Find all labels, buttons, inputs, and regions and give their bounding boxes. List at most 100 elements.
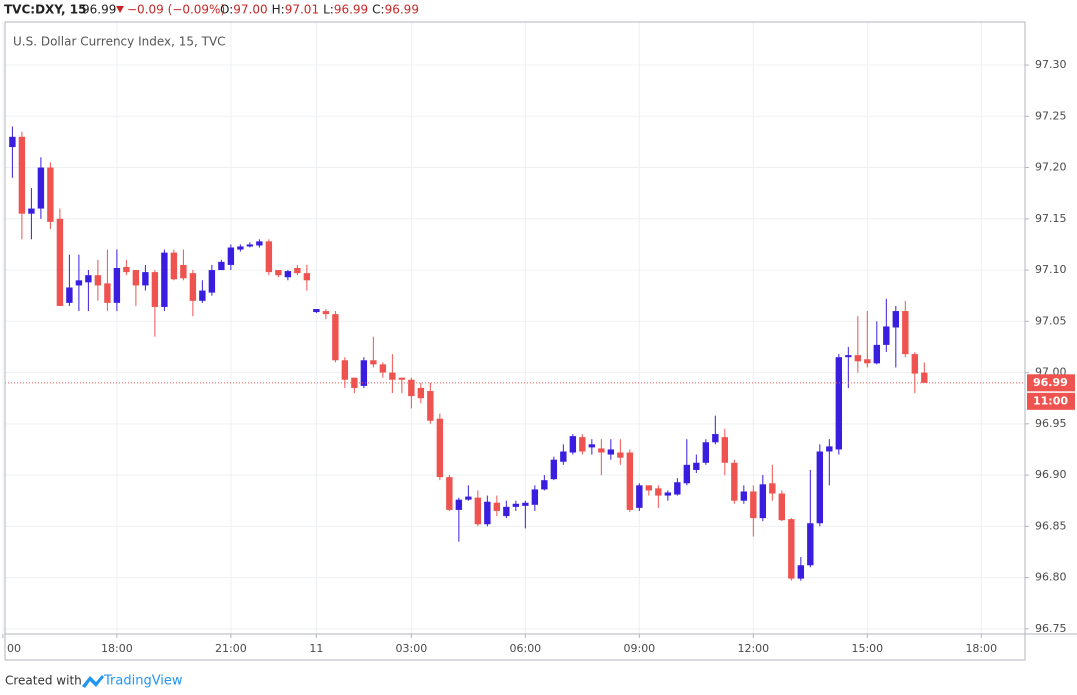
candle-body: [436, 418, 444, 478]
candle-body: [788, 519, 795, 579]
candle-body: [617, 452, 624, 458]
candle-body: [360, 360, 368, 386]
candle-body: [303, 273, 311, 281]
x-tick-label: 06:00: [509, 642, 541, 655]
candle-body: [579, 437, 586, 452]
down-arrow: [116, 6, 124, 13]
candle-body: [493, 502, 501, 511]
candle-body: [246, 244, 254, 247]
candle-body: [189, 273, 197, 301]
x-tick-label: 09:00: [623, 642, 655, 655]
y-tick-label: 96.75: [1035, 622, 1067, 635]
y-tick-label: 96.85: [1035, 519, 1067, 532]
axis-labels: 96.7596.8096.8596.9096.9597.0097.0597.10…: [2, 58, 1075, 655]
candle-body: [702, 442, 710, 463]
candle-body: [598, 448, 605, 453]
candle-body: [474, 497, 482, 525]
candle-body: [503, 506, 510, 517]
y-tick-label: 96.90: [1035, 468, 1067, 481]
candle-body: [750, 491, 757, 519]
candle-body: [626, 452, 634, 510]
candle-body: [180, 264, 187, 279]
ohlc-value: 96.99: [334, 3, 368, 17]
last-price-label: 96.99: [1033, 376, 1068, 389]
candle-body: [94, 275, 102, 286]
footer: Created with: [5, 674, 82, 688]
candle-body: [132, 270, 140, 286]
candle-body: [104, 283, 111, 303]
candle-body: [674, 482, 681, 495]
x-tick-label: 11: [309, 642, 323, 655]
ohlc-label: C:: [372, 3, 384, 17]
candle-body: [332, 314, 339, 361]
candle-body: [417, 387, 425, 399]
candle-body: [275, 270, 282, 276]
x-tick-label: 15:00: [851, 642, 883, 655]
candle-body: [769, 483, 776, 494]
candle-body: [816, 451, 824, 524]
candle-body: [655, 488, 662, 496]
candle-body: [664, 492, 672, 496]
ohlc-value: 96.99: [385, 3, 419, 17]
candle-body: [85, 275, 92, 283]
candle-body: [218, 261, 225, 271]
candle-body: [797, 565, 805, 579]
symbol: TVC:DXY, 15: [4, 3, 86, 17]
candle-body: [531, 489, 539, 505]
y-tick-label: 96.95: [1035, 417, 1067, 430]
candle-body: [465, 496, 472, 500]
candle-body: [284, 271, 292, 278]
candle-body: [541, 480, 548, 490]
candle-body: [237, 246, 244, 250]
candles: [5, 126, 1025, 581]
candle-body: [199, 290, 206, 301]
ohlc-value: 97.01: [285, 3, 319, 17]
ohlc-label: H:: [272, 3, 285, 17]
y-tick-label: 96.80: [1035, 571, 1067, 584]
candle-body: [721, 437, 729, 463]
candle-body: [28, 208, 35, 214]
candle-body: [588, 444, 596, 448]
candle-body: [208, 270, 216, 293]
x-tick-label: 12:00: [737, 642, 769, 655]
change: −0.09 (−0.09%): [127, 3, 225, 17]
candle-body: [550, 459, 558, 480]
candle-body: [142, 272, 149, 286]
candle-body: [740, 491, 748, 501]
last-price-box: [1027, 374, 1075, 392]
y-tick-label: 97.05: [1035, 314, 1067, 327]
candle-body: [389, 372, 396, 380]
ohlc-label: L:: [323, 3, 334, 17]
candle-body: [56, 218, 64, 306]
last-price: 96.99: [82, 3, 116, 17]
candle-body: [864, 359, 871, 364]
x-tick-label: 18:00: [101, 642, 133, 655]
grid: [2, 22, 1025, 634]
candle-body: [455, 499, 463, 510]
candle-body: [341, 360, 349, 380]
candle-body: [522, 502, 529, 506]
candle-body: [731, 462, 738, 501]
candle-body: [123, 266, 130, 273]
candle-body: [911, 354, 919, 374]
candle-body: [227, 247, 235, 265]
candle-body: [759, 484, 767, 519]
candle-body: [892, 311, 900, 328]
candle-body: [854, 355, 862, 362]
candle-body: [379, 364, 387, 373]
candle-body: [161, 252, 168, 307]
candle-body: [427, 391, 434, 421]
candle-body: [351, 377, 358, 388]
y-tick-label: 97.10: [1035, 263, 1067, 276]
ohlc-label: O:: [220, 3, 233, 17]
y-tick-label: 97.30: [1035, 58, 1067, 71]
candle-body: [398, 377, 406, 380]
candle-body: [835, 357, 843, 450]
candle-body: [446, 477, 453, 510]
y-tick-label: 97.20: [1035, 161, 1067, 174]
candle-body: [75, 280, 83, 286]
x-tick-label: 18:00: [965, 642, 997, 655]
ohlc-header: O: 97.00 H: 97.01 L: 96.99 C: 96.99: [220, 3, 419, 17]
candle-body: [9, 136, 16, 148]
candle-body: [693, 462, 700, 470]
